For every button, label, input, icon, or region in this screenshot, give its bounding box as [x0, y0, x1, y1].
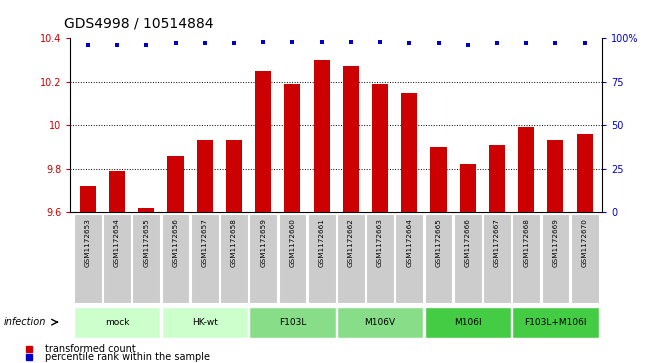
Bar	[518, 127, 534, 212]
Text: GSM1172654: GSM1172654	[114, 218, 120, 267]
Point	[579, 40, 590, 46]
Bar	[454, 214, 482, 303]
Text: M106I: M106I	[454, 318, 482, 327]
Bar	[430, 147, 447, 212]
Bar	[161, 307, 248, 338]
Point	[346, 39, 356, 45]
Bar	[424, 307, 511, 338]
Bar	[512, 214, 540, 303]
Bar	[314, 60, 329, 212]
Bar	[226, 140, 242, 212]
Text: mock: mock	[105, 318, 130, 327]
Point	[199, 40, 210, 46]
Bar	[542, 214, 569, 303]
Point	[463, 42, 473, 48]
Bar	[220, 214, 248, 303]
Bar	[577, 134, 592, 212]
Bar	[512, 307, 598, 338]
Text: GSM1172657: GSM1172657	[202, 218, 208, 267]
Text: GSM1172659: GSM1172659	[260, 218, 266, 267]
Bar	[401, 93, 417, 212]
Bar	[138, 208, 154, 212]
Bar	[367, 214, 394, 303]
Bar	[337, 214, 365, 303]
Text: infection: infection	[3, 317, 46, 327]
Point	[229, 40, 239, 46]
Text: GSM1172656: GSM1172656	[173, 218, 178, 267]
Bar	[74, 214, 102, 303]
Bar	[483, 214, 511, 303]
Text: M106V: M106V	[365, 318, 396, 327]
Point	[550, 40, 561, 46]
Bar	[161, 214, 189, 303]
Bar	[343, 66, 359, 212]
Bar	[191, 214, 219, 303]
Text: GSM1172662: GSM1172662	[348, 218, 354, 267]
Bar	[424, 214, 452, 303]
Text: transformed count: transformed count	[45, 344, 136, 354]
Text: GSM1172655: GSM1172655	[143, 218, 149, 267]
Point	[258, 39, 268, 45]
Point	[375, 39, 385, 45]
Bar	[337, 307, 423, 338]
Text: GSM1172667: GSM1172667	[494, 218, 500, 267]
Text: GSM1172664: GSM1172664	[406, 218, 412, 267]
Text: F103L+M106I: F103L+M106I	[524, 318, 587, 327]
Text: GSM1172663: GSM1172663	[377, 218, 383, 267]
Bar	[571, 214, 598, 303]
Text: GSM1172661: GSM1172661	[318, 218, 325, 267]
Point	[112, 42, 122, 48]
Bar	[372, 84, 388, 212]
Bar	[279, 214, 306, 303]
Text: F103L: F103L	[279, 318, 306, 327]
Point	[492, 40, 502, 46]
Bar	[284, 84, 301, 212]
Text: GSM1172666: GSM1172666	[465, 218, 471, 267]
Bar	[197, 140, 213, 212]
Text: GSM1172658: GSM1172658	[231, 218, 237, 267]
Text: GDS4998 / 10514884: GDS4998 / 10514884	[64, 17, 214, 31]
Point	[287, 39, 298, 45]
Bar	[109, 171, 125, 212]
Bar	[255, 71, 271, 212]
Bar	[308, 214, 335, 303]
Bar	[74, 307, 160, 338]
Bar	[249, 307, 335, 338]
Bar	[460, 164, 476, 212]
Text: HK-wt: HK-wt	[192, 318, 217, 327]
Bar	[249, 214, 277, 303]
Text: GSM1172660: GSM1172660	[290, 218, 296, 267]
Point	[141, 42, 152, 48]
Text: GSM1172653: GSM1172653	[85, 218, 91, 267]
Text: GSM1172670: GSM1172670	[581, 218, 588, 267]
Text: GSM1172668: GSM1172668	[523, 218, 529, 267]
Bar	[104, 214, 131, 303]
Point	[521, 40, 531, 46]
Bar	[80, 186, 96, 212]
Text: GSM1172665: GSM1172665	[436, 218, 441, 267]
Point	[316, 39, 327, 45]
Text: percentile rank within the sample: percentile rank within the sample	[45, 352, 210, 362]
Text: GSM1172669: GSM1172669	[553, 218, 559, 267]
Bar	[489, 145, 505, 212]
Bar	[395, 214, 423, 303]
Point	[171, 40, 181, 46]
Point	[404, 40, 415, 46]
Point	[434, 40, 444, 46]
Bar	[547, 140, 564, 212]
Bar	[167, 156, 184, 212]
Bar	[132, 214, 160, 303]
Point	[83, 42, 93, 48]
